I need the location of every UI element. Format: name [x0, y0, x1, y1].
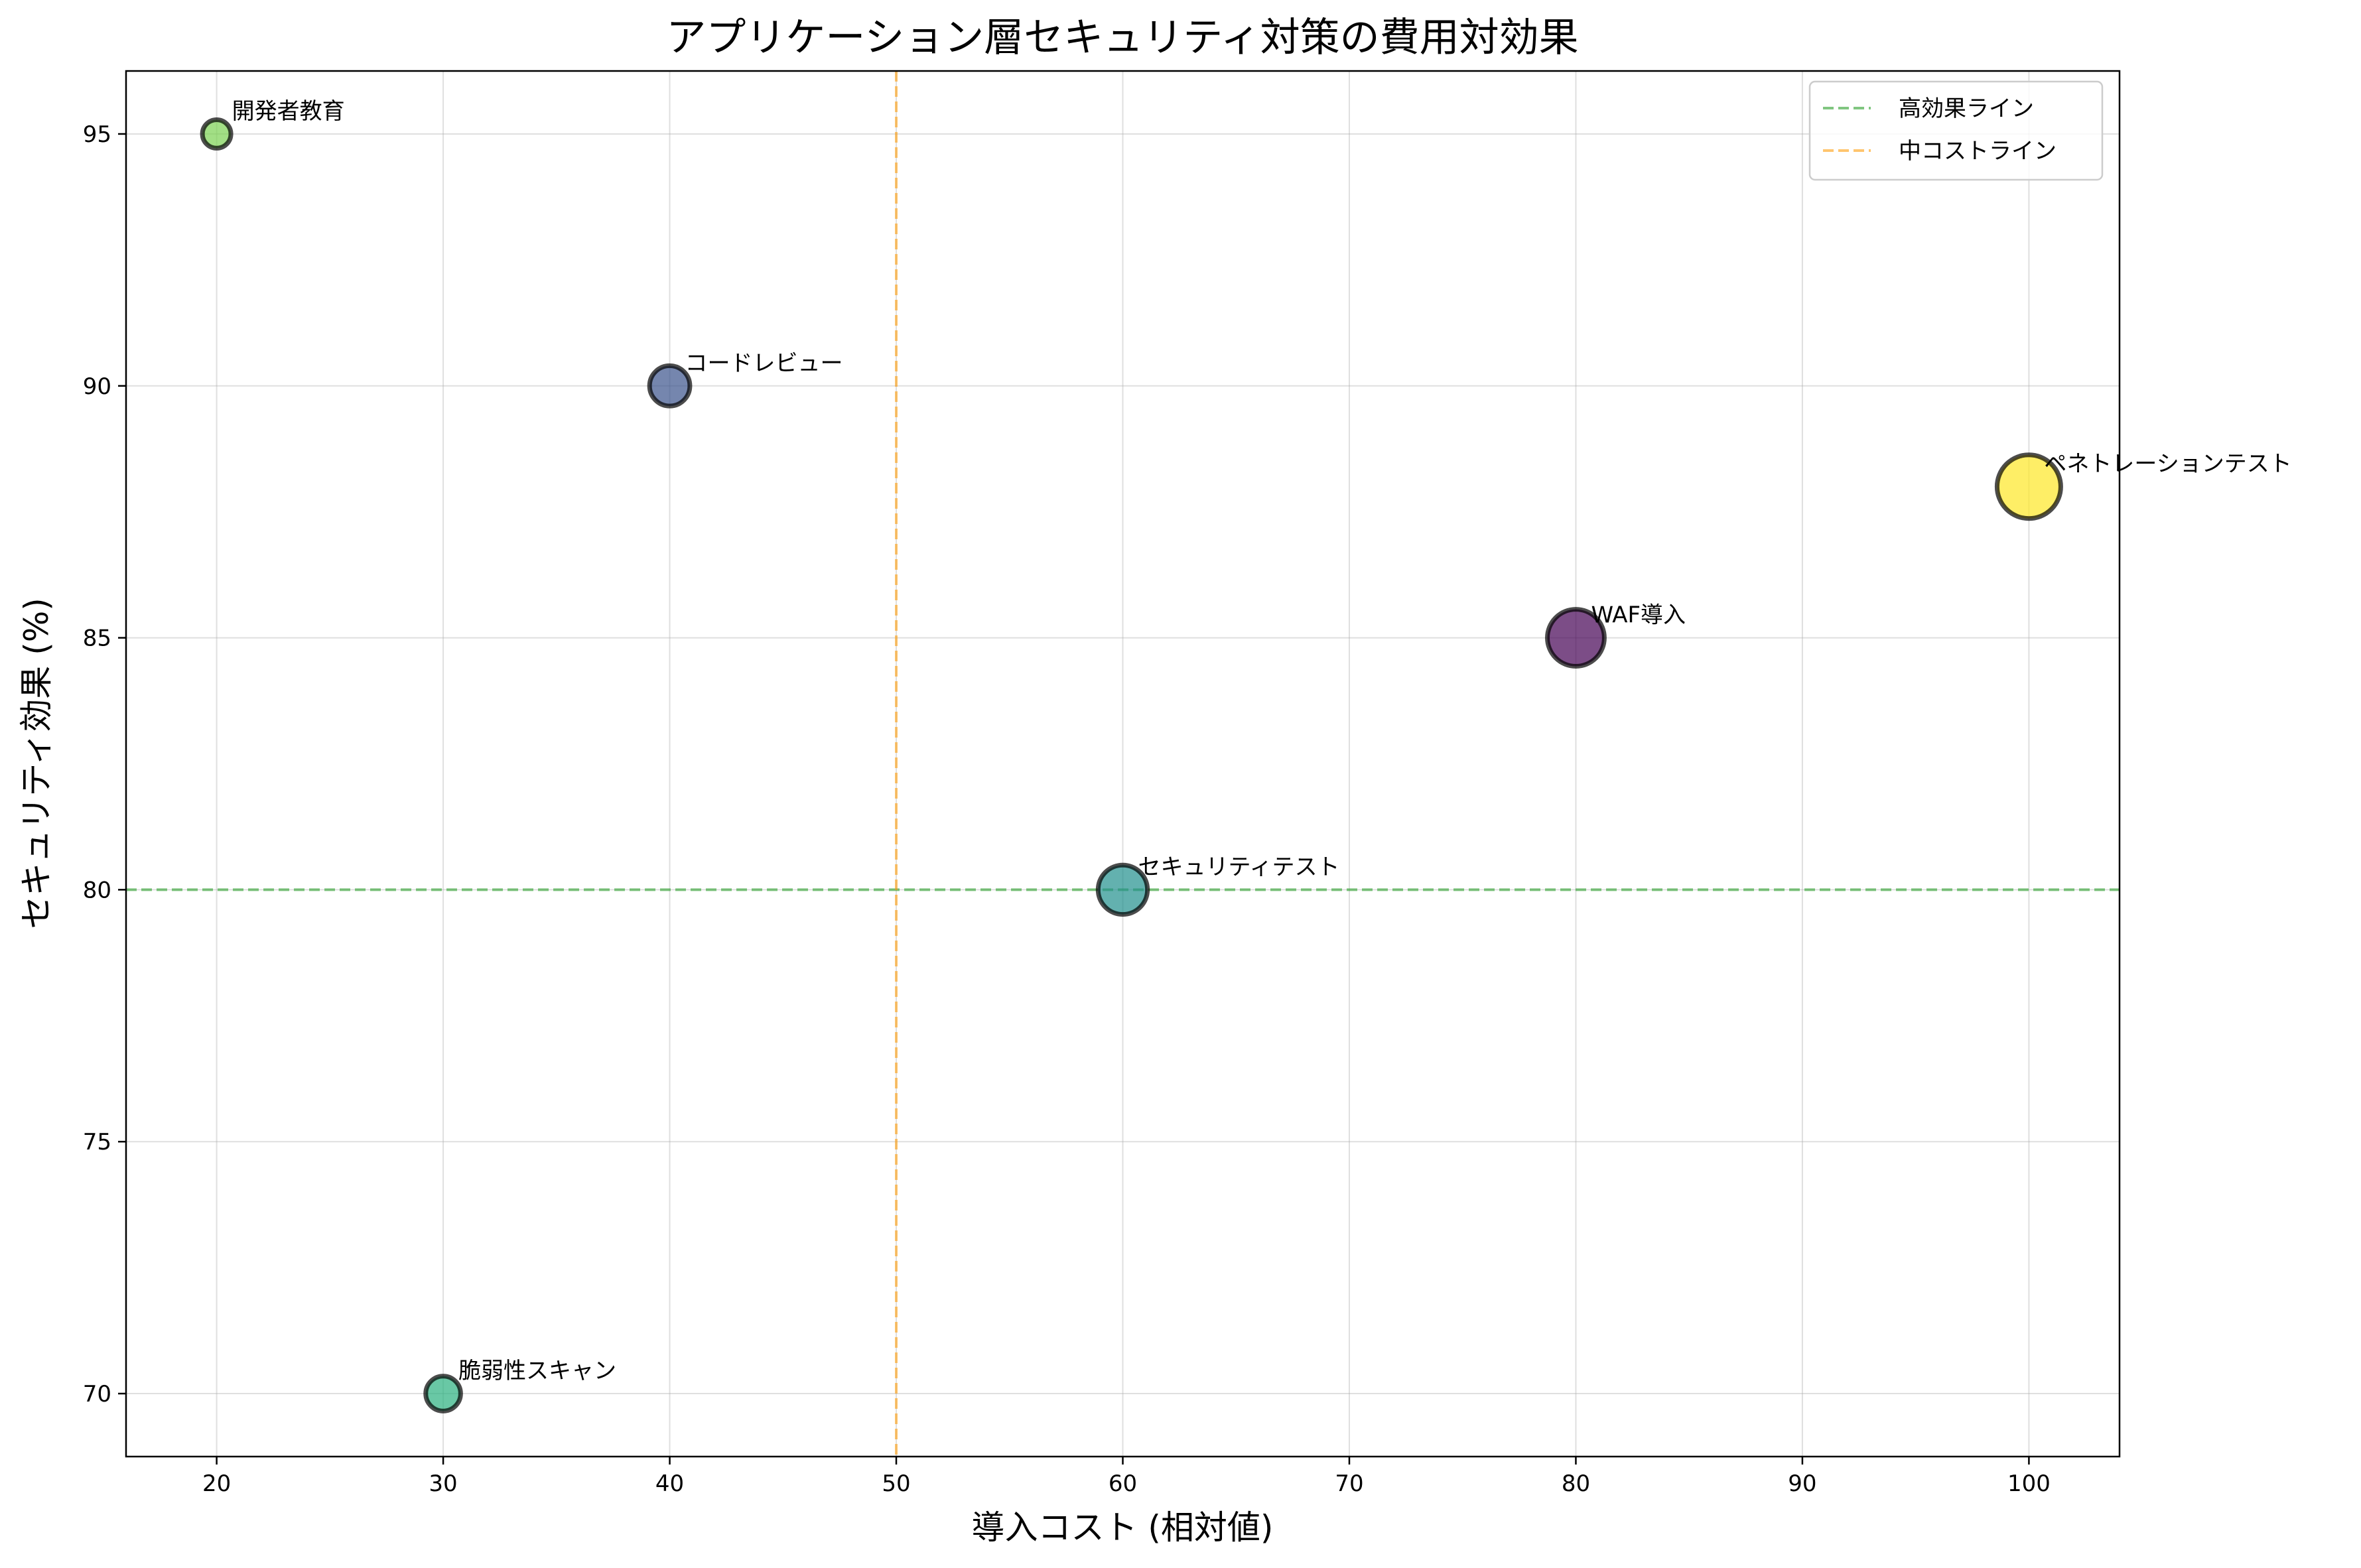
y-tick-label: 95 [83, 121, 111, 148]
x-tick-label: 40 [655, 1470, 684, 1497]
data-point [1095, 862, 1150, 917]
data-point [647, 363, 693, 409]
legend: 高効果ライン 中コストライン [1808, 80, 2104, 181]
legend-label-mid-cost: 中コストライン [1899, 138, 2057, 164]
y-axis-label: セキュリティ効果 (%) [17, 598, 56, 929]
x-tick-label: 100 [2007, 1470, 2051, 1497]
x-tick-label: 80 [1562, 1470, 1590, 1497]
y-tick-label: 90 [83, 373, 111, 400]
x-tick-label: 90 [1788, 1470, 1816, 1497]
x-tick-label: 70 [1335, 1470, 1363, 1497]
grid [126, 71, 2120, 1457]
y-tick-label: 85 [83, 625, 111, 652]
data-point [423, 1374, 463, 1413]
point-label: WAF導入 [1591, 602, 1686, 629]
data-point [200, 117, 234, 151]
legend-label-high-effect: 高効果ライン [1899, 96, 2034, 122]
point-label: コードレビュー [685, 350, 843, 377]
x-tick-label: 30 [429, 1470, 457, 1497]
y-tick-label: 70 [83, 1381, 111, 1407]
y-tick-label: 75 [83, 1129, 111, 1155]
chart-title: アプリケーション層セキュリティ対策の費用対効果 [666, 15, 1578, 61]
x-tick-label: 60 [1109, 1470, 1137, 1497]
point-label: セキュリティテスト [1138, 854, 1340, 880]
data-point [1545, 607, 1607, 669]
point-label: 開発者教育 [232, 98, 345, 125]
data-point [1994, 452, 2063, 521]
point-label: ペネトレーションテスト [2044, 451, 2291, 478]
legend-box [1808, 80, 2104, 181]
x-tick-label: 50 [882, 1470, 910, 1497]
x-axis-label: 導入コスト (相対値) [972, 1508, 1274, 1547]
point-label: 脆弱性スキャン [458, 1358, 616, 1384]
axis-ticks: 20 30 40 50 60 70 80 90 100 70 75 80 85 90 95 [83, 121, 2051, 1497]
y-tick-label: 80 [83, 877, 111, 903]
x-tick-label: 20 [202, 1470, 231, 1497]
